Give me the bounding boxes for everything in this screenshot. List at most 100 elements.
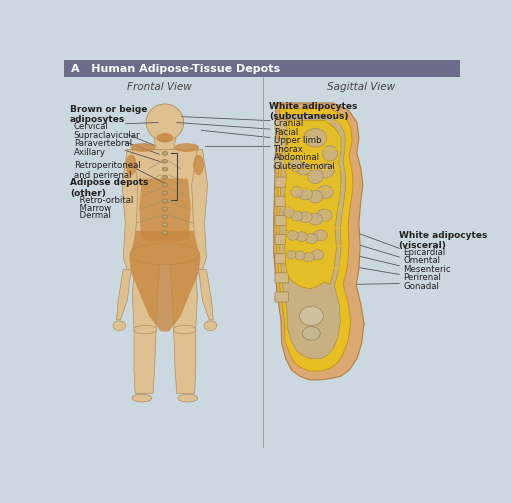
FancyBboxPatch shape — [275, 158, 288, 168]
Text: Frontal View: Frontal View — [127, 82, 191, 93]
FancyBboxPatch shape — [275, 139, 288, 149]
Text: White adipocytes
(visceral): White adipocytes (visceral) — [399, 231, 487, 250]
Text: Facial: Facial — [274, 128, 298, 137]
Ellipse shape — [308, 191, 323, 203]
Ellipse shape — [133, 325, 156, 334]
Ellipse shape — [314, 230, 327, 241]
FancyBboxPatch shape — [275, 215, 288, 225]
Text: Retro-orbital: Retro-orbital — [74, 196, 133, 205]
Ellipse shape — [317, 209, 332, 221]
Ellipse shape — [287, 250, 296, 259]
Text: Omental: Omental — [403, 257, 440, 266]
Ellipse shape — [162, 167, 168, 171]
Text: Cervical: Cervical — [74, 122, 108, 131]
Ellipse shape — [303, 253, 314, 262]
Ellipse shape — [322, 145, 338, 161]
Ellipse shape — [162, 215, 168, 219]
Ellipse shape — [157, 134, 173, 142]
Ellipse shape — [131, 144, 155, 151]
Ellipse shape — [298, 188, 313, 200]
Text: Adipose depots
(other): Adipose depots (other) — [70, 179, 148, 198]
Ellipse shape — [173, 325, 196, 334]
Ellipse shape — [296, 162, 311, 175]
Ellipse shape — [126, 155, 136, 175]
Text: Mesenteric: Mesenteric — [403, 265, 451, 274]
Text: Gonadal: Gonadal — [403, 282, 439, 291]
Polygon shape — [192, 149, 207, 270]
FancyBboxPatch shape — [275, 254, 288, 264]
Polygon shape — [280, 115, 346, 359]
FancyBboxPatch shape — [275, 120, 288, 130]
Ellipse shape — [178, 394, 198, 402]
Ellipse shape — [162, 207, 168, 211]
Text: Axillary: Axillary — [74, 148, 106, 157]
Text: White adipocytes
(subcutaneous): White adipocytes (subcutaneous) — [269, 102, 357, 121]
FancyBboxPatch shape — [275, 273, 288, 283]
Ellipse shape — [291, 187, 303, 198]
Ellipse shape — [162, 223, 168, 227]
Ellipse shape — [204, 321, 217, 330]
Text: Gluteofemoral: Gluteofemoral — [274, 162, 336, 171]
Ellipse shape — [113, 321, 126, 330]
Polygon shape — [127, 149, 202, 254]
Ellipse shape — [295, 251, 305, 260]
FancyBboxPatch shape — [275, 196, 288, 206]
Ellipse shape — [299, 212, 312, 223]
Ellipse shape — [162, 199, 168, 203]
Polygon shape — [117, 270, 131, 320]
Polygon shape — [198, 270, 213, 320]
Text: A   Human Adipose-Tissue Depots: A Human Adipose-Tissue Depots — [71, 64, 280, 73]
Text: Sagittal View: Sagittal View — [327, 82, 395, 93]
FancyBboxPatch shape — [275, 177, 288, 187]
Ellipse shape — [162, 231, 168, 234]
Ellipse shape — [162, 175, 168, 179]
Text: Upper limb: Upper limb — [274, 136, 321, 145]
Ellipse shape — [162, 159, 168, 163]
Text: Brown or beige
adiposytes: Brown or beige adiposytes — [70, 105, 147, 124]
Ellipse shape — [194, 155, 203, 175]
Polygon shape — [122, 149, 138, 270]
Ellipse shape — [291, 211, 303, 221]
Polygon shape — [139, 179, 191, 242]
Ellipse shape — [175, 144, 198, 151]
FancyBboxPatch shape — [275, 234, 288, 244]
Ellipse shape — [317, 186, 333, 199]
Ellipse shape — [311, 250, 323, 260]
Ellipse shape — [308, 213, 322, 225]
Polygon shape — [277, 109, 353, 371]
Text: Thorax: Thorax — [274, 145, 304, 154]
Polygon shape — [170, 254, 197, 327]
Text: Perirenal: Perirenal — [403, 274, 441, 282]
Ellipse shape — [295, 232, 308, 241]
Text: Marrow: Marrow — [74, 204, 111, 213]
Polygon shape — [274, 103, 364, 380]
Ellipse shape — [132, 394, 152, 402]
Bar — [64, 60, 460, 77]
Ellipse shape — [304, 129, 327, 147]
Polygon shape — [132, 254, 160, 327]
Ellipse shape — [162, 183, 168, 187]
Text: Dermal: Dermal — [74, 211, 111, 220]
Text: Retroperitoneal
and perirenal: Retroperitoneal and perirenal — [74, 161, 141, 181]
Ellipse shape — [284, 207, 294, 218]
Ellipse shape — [146, 104, 183, 141]
Polygon shape — [154, 138, 176, 149]
Ellipse shape — [162, 151, 168, 155]
Ellipse shape — [130, 243, 199, 265]
Text: Epicardial: Epicardial — [403, 248, 446, 257]
Text: Cranial: Cranial — [274, 119, 304, 128]
Ellipse shape — [303, 326, 320, 340]
Text: Abdominal: Abdominal — [274, 153, 320, 162]
Polygon shape — [285, 120, 341, 289]
Polygon shape — [134, 329, 156, 393]
Ellipse shape — [299, 306, 323, 325]
Text: Paravertebral: Paravertebral — [74, 139, 132, 148]
Ellipse shape — [308, 170, 323, 184]
Polygon shape — [129, 231, 200, 331]
Ellipse shape — [287, 230, 298, 240]
Ellipse shape — [162, 191, 168, 195]
FancyBboxPatch shape — [275, 292, 288, 302]
Ellipse shape — [316, 163, 334, 178]
Polygon shape — [174, 329, 196, 393]
Ellipse shape — [305, 233, 318, 243]
